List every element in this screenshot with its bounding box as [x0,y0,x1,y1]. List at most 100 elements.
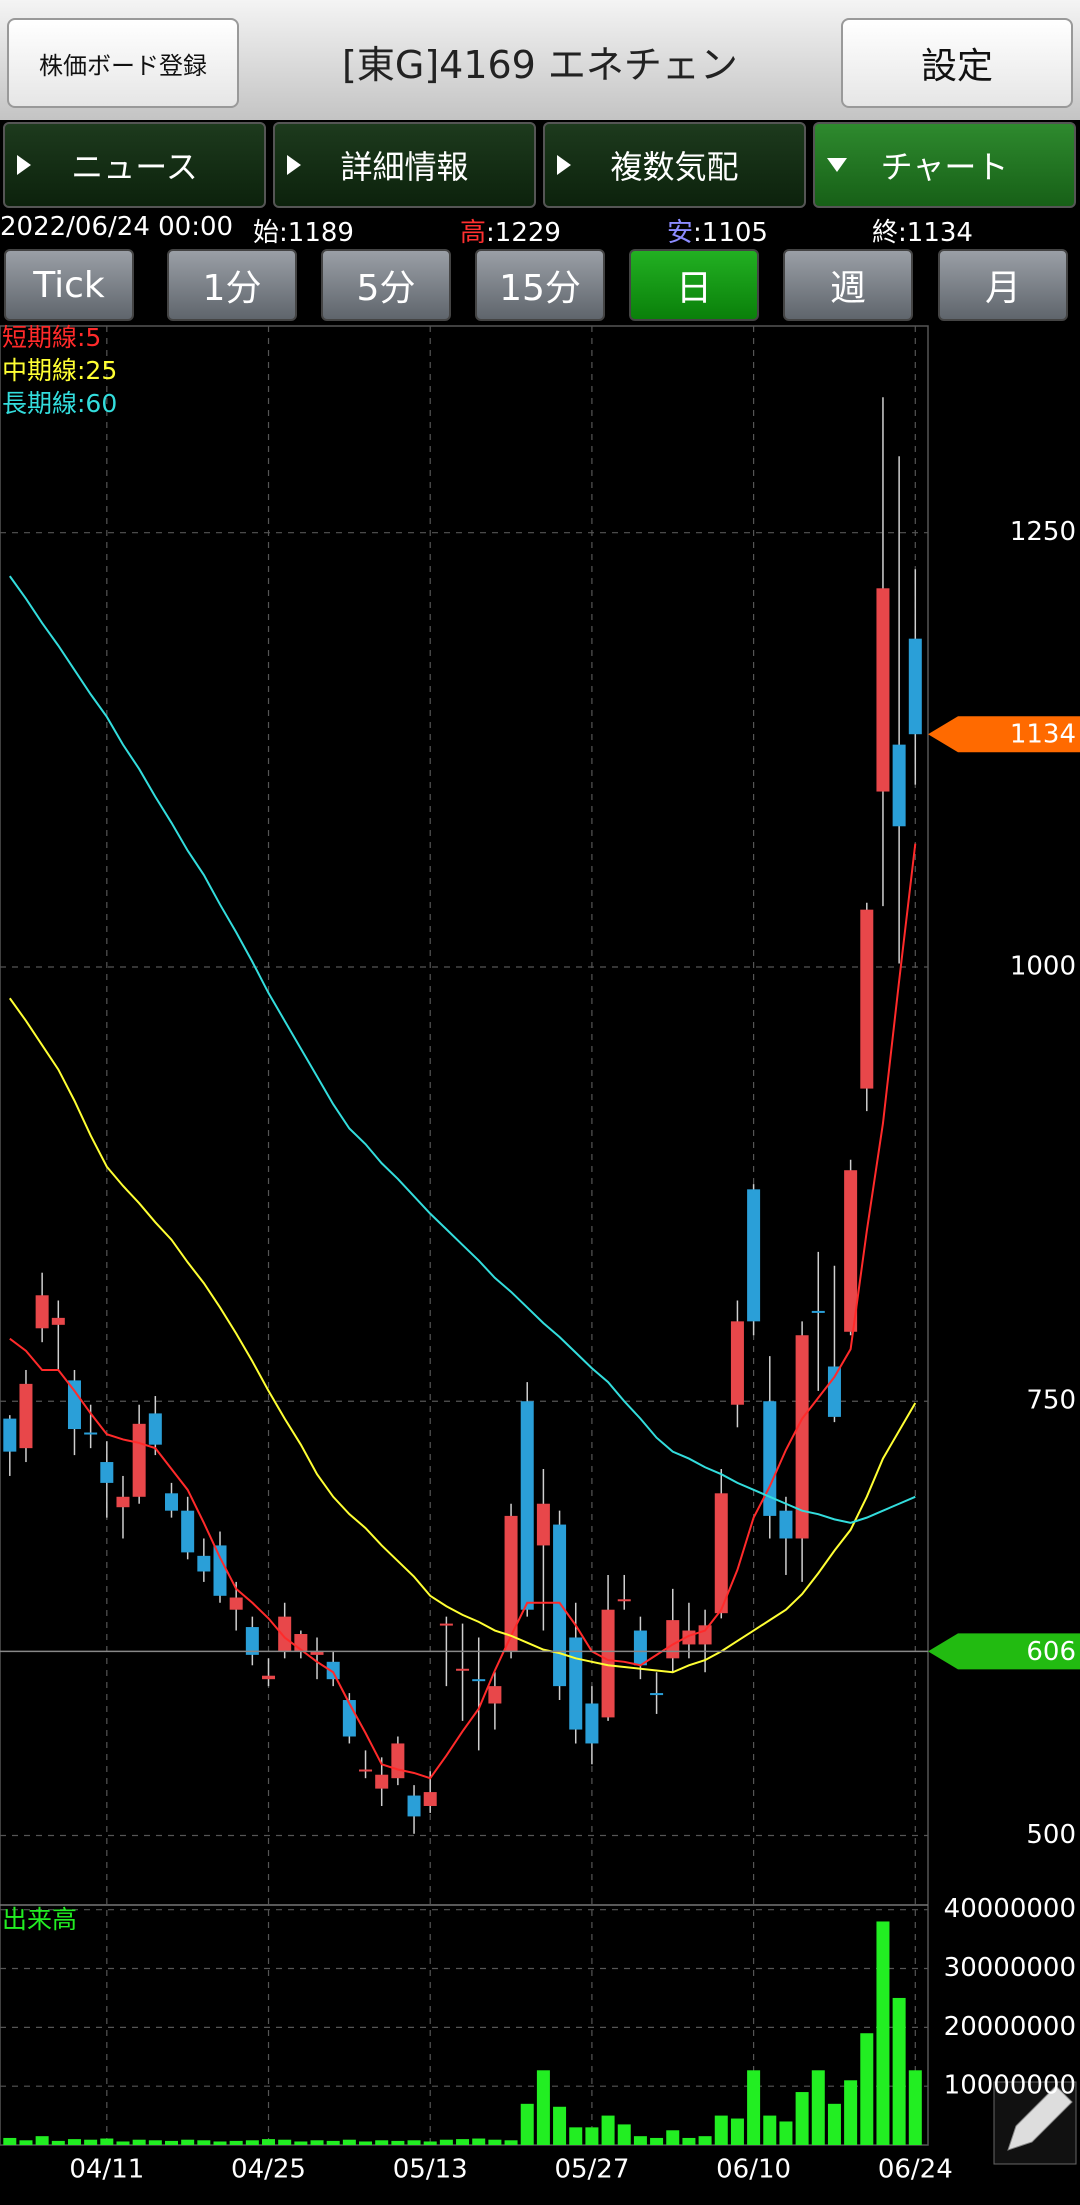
tab[interactable]: 詳細情報 [273,122,536,208]
close-label: 終 [872,218,899,248]
candle-body [698,1625,712,1645]
volume-bar [569,2127,583,2145]
price-marker-label: 1134 [1010,720,1076,750]
candle-body [633,1630,647,1666]
y-tick-label: 1000 [1010,951,1076,981]
volume-bar [892,1997,906,2145]
period-button[interactable]: 日 [629,249,759,321]
candle-body [569,1637,583,1730]
candle-body [51,1317,65,1325]
legend-label: 長期線:60 [2,389,117,418]
high-label: 高 [460,218,487,248]
candle-body [553,1524,567,1687]
candle-body [84,1432,98,1435]
volume-bar [423,2141,437,2145]
tab-arrow [827,158,847,172]
tab-label: 詳細情報 [340,148,469,186]
volume-bar [585,2127,599,2145]
separator: : [279,218,288,248]
moving-average [8,997,917,1674]
volume-bar [439,2139,453,2145]
x-tick-label: 06/24 [878,2155,953,2185]
x-tick-label: 04/11 [69,2155,144,2185]
candle-body [164,1493,178,1511]
volume-bar [876,1921,890,2145]
volume-bar [827,2103,841,2145]
volume-bar [148,2140,162,2145]
datetime: 2022/06/24 00:00 [0,212,234,242]
panel-title: 出来高 [2,1905,77,1934]
candle-body [132,1423,146,1497]
settings-button[interactable]: 設定 [841,18,1073,108]
candle-body [391,1743,405,1779]
candle-body [456,1668,470,1671]
tab[interactable]: 複数気配 [543,122,806,208]
period-button[interactable]: 15分 [475,249,605,321]
candle-body [213,1545,227,1596]
candle-body [375,1774,389,1789]
close-value: 1134 [906,218,973,248]
period-button[interactable]: 月 [938,249,1068,321]
candle-body [811,1310,825,1313]
open-value: 1189 [287,218,354,248]
x-tick-label: 05/13 [393,2155,468,2185]
volume-bar [326,2140,340,2145]
volume-bar [795,2092,809,2145]
period-button[interactable]: Tick [4,249,134,321]
tab[interactable]: ニュース [3,122,266,208]
candle-body [650,1693,664,1696]
volume-bar [278,2139,292,2145]
volume-bar [763,2115,777,2145]
volume-bar [164,2140,178,2145]
volume-bar [375,2140,389,2145]
volume-bar [504,2140,518,2145]
volume-bar [342,2139,356,2145]
x-tick-label: 05/27 [554,2155,629,2185]
period-button[interactable]: 1分 [167,249,297,321]
candle-body [714,1493,728,1614]
candle-body [520,1401,534,1610]
volume-bar [100,2138,114,2145]
moving-average [9,843,917,1780]
volume-bar [456,2139,470,2145]
candle-body [504,1515,518,1652]
tab-arrow [17,155,31,175]
moving-average [8,575,916,1524]
volume-bar [407,2140,421,2145]
volume-bar [19,2140,33,2145]
period-button[interactable]: 5分 [321,249,451,321]
volume-bar [35,2136,49,2145]
legend-label: 短期線:5 [2,323,101,352]
edit-icon[interactable] [993,2081,1077,2165]
y-tick-label: 10000000 [944,2071,1076,2101]
candle-body [844,1170,858,1332]
volume-bar [698,2136,712,2145]
tab-label: 複数気配 [610,148,739,186]
candle-body [3,1418,17,1452]
volume-bar [860,2033,874,2145]
candle-body [35,1295,49,1329]
tab-arrow [557,155,571,175]
volume-bar [779,2121,793,2145]
tab[interactable]: チャート [813,122,1076,208]
volume-bar [908,2070,922,2145]
low-label: 安 [667,218,694,248]
period-button[interactable]: 週 [783,249,913,321]
volume-bar [51,2140,65,2145]
price-marker [928,1633,1080,1670]
volume-bar [666,2130,680,2145]
candle-body [326,1661,340,1680]
candle-body [439,1623,453,1626]
y-tick-label: 40000000 [944,1894,1076,1924]
candle-body [181,1510,195,1553]
pencil [1007,2085,1073,2151]
candle-body [100,1462,114,1483]
candle-body [407,1795,421,1817]
candle-body [229,1597,243,1610]
candle-body [585,1703,599,1744]
volume-bar [650,2137,664,2145]
candle-body [779,1510,793,1539]
candle-body [827,1366,841,1417]
register-button[interactable]: 株価ボード登録 [7,18,239,108]
volume-bar [472,2138,486,2145]
